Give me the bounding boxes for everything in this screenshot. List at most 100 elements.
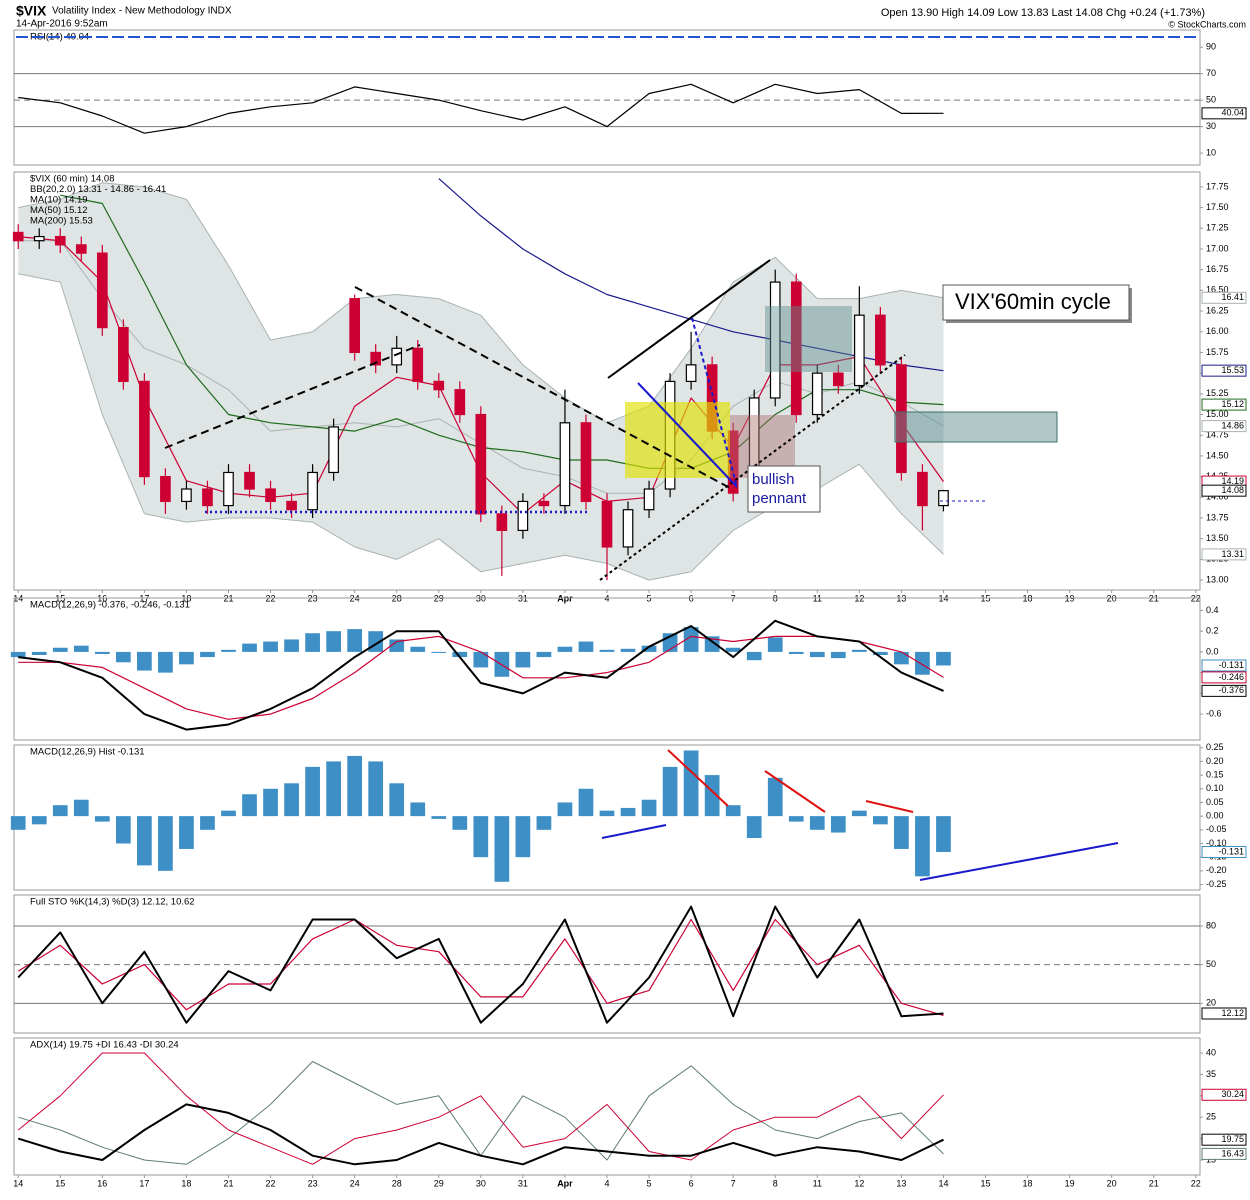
- histogram-bar: [410, 802, 426, 817]
- candle-body: [559, 422, 571, 507]
- x-tick-label: 15: [55, 1178, 65, 1188]
- candle-body: [475, 413, 487, 515]
- x-tick-label: 28: [392, 1178, 402, 1188]
- histogram-bar: [746, 816, 762, 839]
- y-tick-label: 17.50: [1206, 202, 1229, 212]
- histogram-bar: [851, 649, 867, 652]
- histogram-bar: [94, 816, 110, 822]
- series-line: [17, 1052, 944, 1165]
- histogram-bar: [662, 766, 678, 817]
- x-tick-label: 14: [938, 1178, 948, 1188]
- candle-body: [328, 426, 339, 474]
- y-tick-label: 16.50: [1206, 285, 1229, 295]
- value-badge: [1201, 548, 1247, 561]
- value-badge-label: 14.86: [1221, 420, 1244, 430]
- histogram-bar: [809, 816, 825, 830]
- value-badge-label: 14.19: [1221, 476, 1244, 486]
- y-tick-label: 15.00: [1206, 409, 1229, 419]
- y-tick-label: 30: [1206, 121, 1216, 131]
- histogram-bar: [452, 651, 468, 658]
- credit: © StockCharts.com: [1168, 19, 1246, 29]
- label-box: [942, 284, 1130, 321]
- y-tick-label: 13.50: [1206, 533, 1229, 543]
- histogram-bar: [788, 816, 804, 822]
- x-tick-label: 23: [308, 1178, 318, 1188]
- legend-entry: MA(50) 15.12: [30, 205, 88, 216]
- x-tick-label: 15: [981, 1178, 991, 1188]
- histogram-bar: [641, 799, 657, 817]
- y-tick-label: -0.6: [1206, 708, 1222, 718]
- y-tick-label: 70: [1206, 68, 1216, 78]
- x-tick-label: 6: [689, 1178, 694, 1188]
- x-tick-label: 5: [647, 1178, 652, 1188]
- y-tick-label: 0.20: [1206, 756, 1224, 766]
- candle-body: [370, 351, 382, 366]
- y-tick-label: 0.0: [1206, 646, 1219, 656]
- histogram-bar: [725, 647, 741, 652]
- x-tick-label: 18: [181, 1178, 191, 1188]
- y-tick-label: 90: [1206, 42, 1216, 52]
- histogram-bar: [347, 755, 363, 817]
- x-tick-label: 19: [1065, 1178, 1075, 1188]
- y-tick-label: 17.00: [1206, 243, 1229, 253]
- series-line: [18, 619, 944, 731]
- histogram-bar: [52, 805, 68, 817]
- histogram-bar: [389, 783, 405, 817]
- value-badge: [1201, 107, 1247, 120]
- candle-body: [601, 500, 613, 548]
- y-tick-label: 80: [1206, 920, 1216, 930]
- legend-entry: MA(10) 14.19: [30, 195, 88, 206]
- y-tick-label: 20: [1206, 998, 1216, 1008]
- y-tick-label: -0.05: [1206, 824, 1227, 834]
- histogram-bar: [536, 816, 552, 830]
- x-tick-label: 11: [813, 1178, 822, 1188]
- quote: Open 13.90 High 14.09 Low 13.83 Last 14.…: [881, 7, 1205, 19]
- histogram-bar: [683, 627, 699, 652]
- histogram-bar: [221, 810, 236, 817]
- x-tick-label: 30: [476, 1178, 486, 1188]
- value-badge: [1201, 1007, 1247, 1020]
- x-tick-label: 21: [223, 1178, 233, 1188]
- histogram-bar: [894, 816, 909, 849]
- candle-body: [433, 380, 445, 391]
- histogram-bar: [263, 788, 278, 817]
- histogram-bar: [767, 777, 783, 817]
- histogram-bar: [830, 816, 846, 833]
- value-badge: [1201, 671, 1247, 684]
- histogram-bar: [115, 816, 131, 844]
- histogram-bar: [515, 651, 531, 668]
- histogram-bar: [31, 651, 47, 656]
- y-tick-label: 0.10: [1206, 783, 1224, 793]
- y-tick-label: 10: [1206, 147, 1216, 157]
- histogram-bar: [73, 799, 89, 817]
- candle-body: [685, 364, 697, 383]
- histogram-bar: [137, 651, 152, 671]
- series-line: [17, 1103, 944, 1166]
- x-tick-label: 7: [731, 1178, 736, 1188]
- y-tick-label: 50: [1206, 95, 1216, 105]
- histogram-bar: [158, 651, 173, 673]
- x-tick-label: 18: [1023, 1178, 1033, 1188]
- candle-body: [412, 347, 424, 383]
- annotation: VIX'60min cycle: [955, 289, 1111, 314]
- histogram-bar: [767, 637, 783, 652]
- x-tick-label: 31: [518, 1178, 528, 1188]
- histogram-bar: [473, 816, 489, 858]
- histogram-bar: [851, 810, 867, 817]
- value-badge-label: -0.131: [1218, 660, 1244, 670]
- trendline: [164, 344, 421, 449]
- x-tick-label: 29: [434, 1178, 444, 1188]
- y-tick-label: 16.75: [1206, 264, 1229, 274]
- y-tick-label: 14.50: [1206, 450, 1229, 460]
- label-box: [747, 465, 821, 513]
- y-tick-label: 15.75: [1206, 347, 1229, 357]
- candle-body: [917, 471, 928, 507]
- trendline: [764, 770, 826, 813]
- trendline: [919, 842, 1119, 881]
- candle-body: [244, 471, 255, 490]
- histogram-bar: [704, 636, 720, 652]
- value-badge: [1201, 684, 1247, 697]
- candle-body: [643, 488, 655, 511]
- x-tick-label: 21: [1149, 1178, 1159, 1188]
